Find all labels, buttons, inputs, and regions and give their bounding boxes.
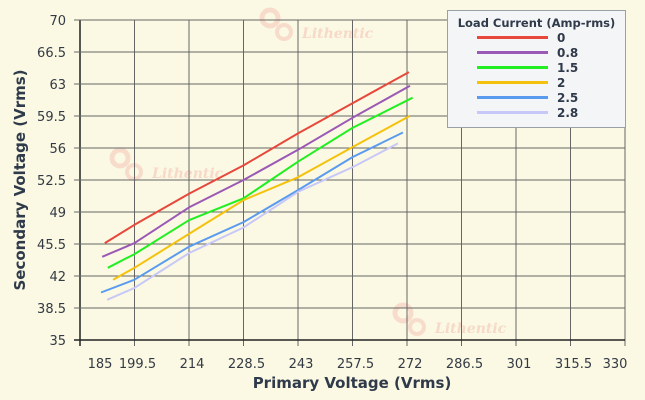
legend-swatch <box>477 51 548 54</box>
y-tick-label: 52.5 <box>37 174 66 189</box>
y-axis-label: Secondary Voltage (Vrms) <box>11 69 29 290</box>
y-tick-label: 70 <box>49 14 66 29</box>
legend-label: 1.5 <box>557 60 579 75</box>
legend-label: 0 <box>557 30 566 45</box>
series-lines <box>100 71 414 301</box>
legend-title: Load Current (Amp-rms) <box>457 16 616 30</box>
series-line-2.5 <box>100 131 404 294</box>
legend-label: 0.8 <box>557 45 579 60</box>
y-tick-label: 56 <box>49 142 66 157</box>
x-tick-label: 286.5 <box>446 357 483 372</box>
y-tick-label: 45.5 <box>37 238 66 253</box>
legend-label: 2 <box>557 75 566 90</box>
watermark-logo-icon <box>392 302 414 324</box>
y-tick-label: 66.5 <box>37 46 66 61</box>
x-tick-label: 272 <box>398 357 423 372</box>
x-tick-label: 199.5 <box>119 357 156 372</box>
x-tick-label: 214 <box>180 357 205 372</box>
watermark-logo-icon <box>109 147 131 169</box>
x-tick-label: 315.5 <box>555 357 592 372</box>
watermark-logo-icon <box>275 23 293 41</box>
x-tick-label: 185 <box>88 357 113 372</box>
watermark-text: Lithentic <box>434 321 507 337</box>
legend-swatch <box>477 66 548 69</box>
x-tick-labels: 185 199.5 214 228.5 243 257.5 272 286.5 301 315.5… <box>88 357 628 372</box>
x-tick-label: 330 <box>603 357 628 372</box>
series-line-1.5 <box>107 96 414 269</box>
watermark-logo-icon <box>408 318 426 336</box>
legend-swatch <box>477 36 548 39</box>
legend-item: 2 <box>477 75 625 90</box>
watermark-text: Lithentic <box>151 166 224 182</box>
legend-item: 0 <box>477 30 625 45</box>
legend-item: 1.5 <box>477 60 625 75</box>
x-tick-label: 243 <box>289 357 314 372</box>
y-tick-label: 59.5 <box>37 110 66 125</box>
y-tick-label: 63 <box>49 78 66 93</box>
legend-label: 2.8 <box>557 105 579 120</box>
legend-swatch <box>477 96 548 99</box>
y-tick-label: 35 <box>49 334 66 349</box>
y-tick-label: 38.5 <box>37 302 66 317</box>
x-tick-label: 228.5 <box>228 357 265 372</box>
y-tick-label: 49 <box>49 206 66 221</box>
legend-swatch <box>477 81 548 84</box>
series-line-0 <box>104 71 410 244</box>
legend: Load Current (Amp-rms) 0 0.8 1.5 2 2.5 2.8 <box>447 10 626 128</box>
watermark: Lithentic Lithentic Lithentic <box>109 7 507 337</box>
legend-item: 0.8 <box>477 45 625 60</box>
legend-label: 2.5 <box>557 90 579 105</box>
x-axis-label: Primary Voltage (Vrms) <box>253 374 452 392</box>
watermark-logo-icon <box>259 7 281 29</box>
series-line-2 <box>112 115 411 281</box>
y-tick-labels: 35 38.5 42 45.5 49 52.5 56 59.5 63 66.5 70 <box>37 14 66 349</box>
series-line-0.8 <box>101 84 411 258</box>
x-tick-label: 301 <box>507 357 532 372</box>
x-tick-label: 257.5 <box>337 357 374 372</box>
legend-swatch <box>477 111 548 114</box>
watermark-text: Lithentic <box>301 26 374 42</box>
y-tick-label: 42 <box>49 270 66 285</box>
series-line-2.8 <box>106 142 399 301</box>
legend-item: 2.8 <box>477 105 625 120</box>
legend-item: 2.5 <box>477 90 625 105</box>
